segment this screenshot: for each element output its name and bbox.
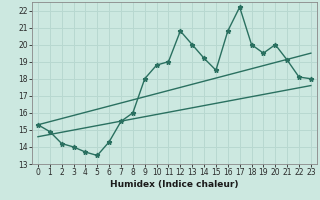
X-axis label: Humidex (Indice chaleur): Humidex (Indice chaleur) xyxy=(110,180,239,189)
